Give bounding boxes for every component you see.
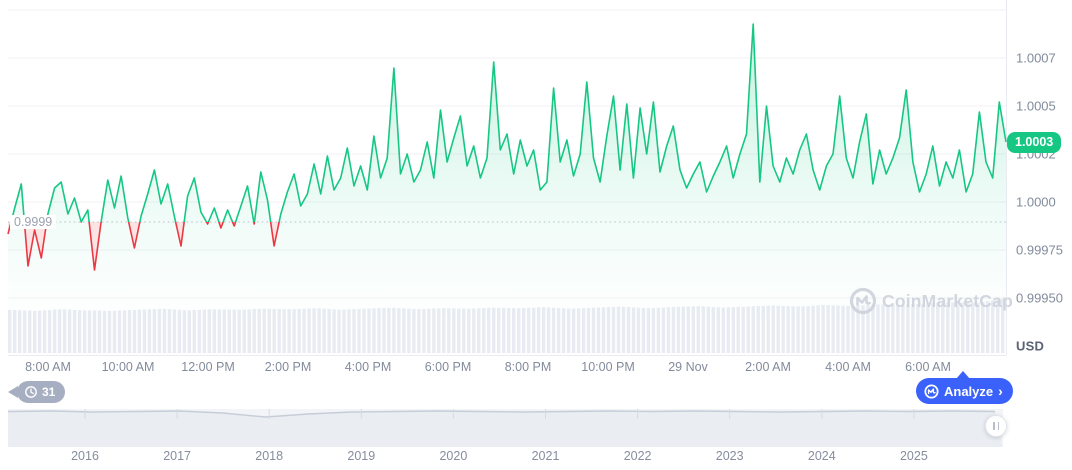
x-axis-tick: 10:00 AM <box>101 360 155 374</box>
x-axis-tick: 4:00 AM <box>825 360 871 374</box>
baseline-price-label: 0.9999 <box>10 215 57 229</box>
analyze-label: Analyze <box>944 383 994 399</box>
x-axis-tick: 8:00 AM <box>25 360 71 374</box>
timeline-scrubber[interactable] <box>8 408 1003 448</box>
y-axis-tick: 0.99975 <box>1016 242 1063 258</box>
x-axis-tick: 4:00 PM <box>344 360 392 374</box>
drag-handle-icon <box>993 422 995 430</box>
x-axis-tick: 2:00 PM <box>264 360 312 374</box>
timeline-year-label: 2021 <box>531 449 560 463</box>
history-clock-icon <box>25 386 37 398</box>
history-badge[interactable]: 31 <box>8 381 66 403</box>
x-axis-tick: 8:00 PM <box>504 360 552 374</box>
analyze-button[interactable]: Analyze › <box>916 371 1013 404</box>
y-axis-tick: 1.0007 <box>1016 50 1056 66</box>
minimap-line <box>7 410 996 418</box>
timeline-year-label: 2016 <box>71 449 99 463</box>
timeline-year-label: 2020 <box>439 449 468 463</box>
minimap-area <box>8 411 1003 447</box>
y-axis-tick: 1.0000 <box>1016 194 1056 210</box>
badge-left-tip <box>8 386 18 398</box>
x-axis-tick: 6:00 PM <box>424 360 472 374</box>
button-tail <box>956 371 970 379</box>
x-axis-tick: 29 Nov <box>668 360 708 374</box>
timeline-year-label: 2019 <box>347 449 376 463</box>
x-axis-tick: 2:00 AM <box>745 360 791 374</box>
timeline-year-label: 2018 <box>255 449 284 463</box>
x-axis-tick: 12:00 PM <box>181 360 235 374</box>
y-axis-tick: 1.0005 <box>1016 98 1056 114</box>
timeline-year-label: 2023 <box>715 449 744 463</box>
chevron-right-icon: › <box>998 382 1003 399</box>
cmc-logo-icon <box>924 383 939 399</box>
price-line-up <box>10 23 1007 222</box>
y-axis-tick: 0.99950 <box>1016 290 1063 306</box>
history-count: 31 <box>42 385 56 399</box>
timeline-year-label: 2024 <box>807 449 836 463</box>
currency-unit-label: USD <box>1016 338 1045 354</box>
x-axis-tick: 10:00 PM <box>581 360 635 374</box>
current-price-badge: 1.0003 <box>1007 131 1062 153</box>
x-axis-tick: 6:00 AM <box>905 360 951 374</box>
drag-handle-icon <box>997 422 999 430</box>
timeline-year-label: 2025 <box>899 449 928 463</box>
timeline-year-label: 2017 <box>163 449 191 463</box>
timeline-year-label: 2022 <box>623 449 652 463</box>
scrubber-handle[interactable] <box>985 415 1007 437</box>
